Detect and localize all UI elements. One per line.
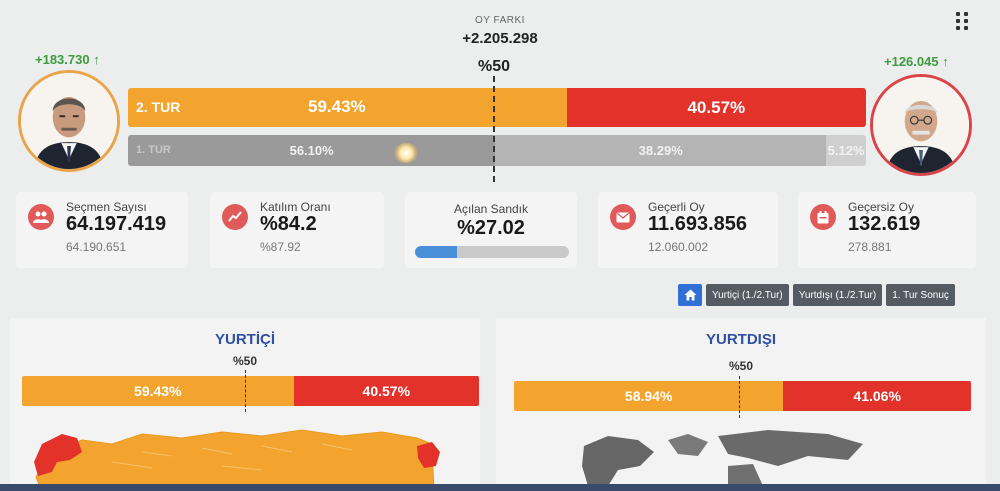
screen-glare xyxy=(393,143,419,163)
left-candidate-avatar xyxy=(18,70,120,172)
filter-bar: Yurtiçi (1./2.Tur) Yurtdışı (1./2.Tur) 1… xyxy=(678,284,955,306)
domestic-panel: YURTİÇİ %50 59.43% 40.57% xyxy=(10,318,480,491)
opened-boxes-progress-fill xyxy=(415,246,457,258)
abroad-title: YURTDIŞI xyxy=(705,331,776,348)
fifty-percent-marker: %50 xyxy=(477,58,511,75)
vote-difference-label: OY FARKI xyxy=(475,15,525,26)
filter-round1-button[interactable]: 1. Tur Sonuç xyxy=(886,284,955,306)
left-candidate-delta: +183.730 ↑ xyxy=(35,52,100,67)
domestic-fifty-marker: %50 xyxy=(232,354,258,368)
stat-card-turnout: Katılım Oranı %84.2 %87.92 xyxy=(210,192,384,268)
screen-bezel xyxy=(0,484,1000,491)
abroad-left-pct: 58.94% xyxy=(624,388,673,404)
domestic-fifty-line xyxy=(245,370,246,412)
opened-boxes-title: Açılan Sandık xyxy=(453,202,529,216)
abroad-left-segment: 58.94% xyxy=(514,381,784,411)
fifty-percent-line xyxy=(493,76,495,182)
domestic-title: YURTİÇİ xyxy=(215,331,275,348)
round1-a-pct: 56.10% xyxy=(289,143,334,158)
stat-card-opened-boxes: Açılan Sandık %27.02 xyxy=(405,192,577,268)
home-icon xyxy=(684,289,696,301)
abroad-panel: YURTDIŞI %50 58.94% 41.06% xyxy=(496,318,986,491)
abroad-fifty-line xyxy=(739,376,740,418)
vote-difference-value: +2.205.298 xyxy=(462,30,538,47)
turnout-title: Katılım Oranı xyxy=(260,200,331,214)
users-icon xyxy=(28,204,54,230)
turnout-previous: %87.92 xyxy=(260,240,301,254)
world-map[interactable] xyxy=(578,426,878,486)
domestic-right-segment: 40.57% xyxy=(293,376,479,406)
round1-label: 1. TUR xyxy=(136,144,171,156)
abroad-right-segment: 41.06% xyxy=(783,381,971,411)
round1-segment-b: 38.29% xyxy=(495,135,827,166)
round1-b-pct: 38.29% xyxy=(638,143,683,158)
round2-label: 2. TUR xyxy=(136,99,181,115)
round1-c-pct: 5.12% xyxy=(827,143,865,158)
round2-left-segment: 2. TUR 59.43% xyxy=(128,88,567,127)
calendar-icon xyxy=(810,204,836,230)
round2-right-segment: 40.57% xyxy=(566,88,866,127)
voters-value: 64.197.419 xyxy=(66,213,167,235)
domestic-result-bar: 59.43% 40.57% xyxy=(22,376,479,406)
invalid-votes-title: Geçersiz Oy xyxy=(848,200,915,214)
domestic-left-segment: 59.43% xyxy=(22,376,294,406)
round2-result-bar: 2. TUR 59.43% 40.57% xyxy=(128,88,866,127)
chart-line-icon xyxy=(222,204,248,230)
right-candidate-avatar xyxy=(870,74,972,176)
abroad-right-pct: 41.06% xyxy=(853,388,901,404)
stat-card-valid-votes: Geçerli Oy 11.693.856 12.060.002 xyxy=(598,192,778,268)
turnout-value: %84.2 xyxy=(260,213,317,235)
opened-boxes-value: %27.02 xyxy=(457,217,525,239)
filter-domestic-button[interactable]: Yurtiçi (1./2.Tur) xyxy=(706,284,789,306)
round1-result-bar: 1. TUR 56.10% 38.29% 5.12% xyxy=(128,135,866,166)
round1-segment-c: 5.12% xyxy=(826,135,866,166)
valid-votes-title: Geçerli Oy xyxy=(648,200,705,214)
filter-abroad-button[interactable]: Yurtdışı (1./2.Tur) xyxy=(792,284,883,306)
valid-votes-value: 11.693.856 xyxy=(648,213,747,235)
domestic-right-pct: 40.57% xyxy=(362,383,411,399)
voters-previous: 64.190.651 xyxy=(66,240,127,254)
valid-votes-previous: 12.060.002 xyxy=(648,240,709,254)
voters-title: Seçmen Sayısı xyxy=(66,200,147,214)
abroad-result-bar: 58.94% 41.06% xyxy=(514,381,971,411)
turkey-map[interactable] xyxy=(22,422,442,491)
stat-card-voters: Seçmen Sayısı 64.197.419 64.190.651 xyxy=(16,192,188,268)
abroad-fifty-marker: %50 xyxy=(728,359,754,373)
right-candidate-delta: +126.045 ↑ xyxy=(884,54,949,69)
opened-boxes-progress xyxy=(415,246,569,258)
round2-right-pct: 40.57% xyxy=(687,97,746,117)
domestic-left-pct: 59.43% xyxy=(134,383,182,399)
envelope-icon xyxy=(610,204,636,230)
home-button[interactable] xyxy=(678,284,702,306)
round2-left-pct: 59.43% xyxy=(308,97,366,116)
round1-segment-a: 1. TUR 56.10% xyxy=(128,135,496,166)
invalid-votes-previous: 278.881 xyxy=(848,240,892,254)
grid-menu-icon[interactable] xyxy=(956,12,970,30)
stat-card-invalid-votes: Geçersiz Oy 132.619 278.881 xyxy=(798,192,976,268)
invalid-votes-value: 132.619 xyxy=(848,213,921,235)
